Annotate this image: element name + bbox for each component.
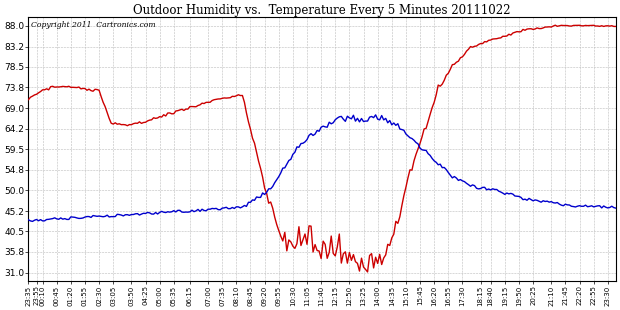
Title: Outdoor Humidity vs.  Temperature Every 5 Minutes 20111022: Outdoor Humidity vs. Temperature Every 5… bbox=[133, 4, 511, 17]
Text: Copyright 2011  Cartronics.com: Copyright 2011 Cartronics.com bbox=[32, 21, 156, 29]
